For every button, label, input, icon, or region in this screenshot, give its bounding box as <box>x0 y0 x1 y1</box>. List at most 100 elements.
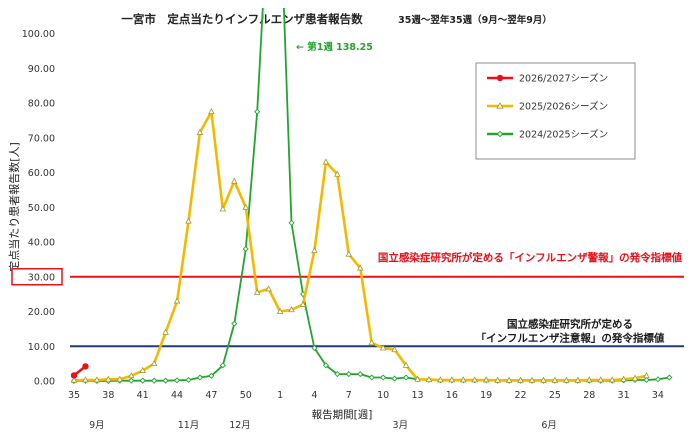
data-point <box>620 375 627 382</box>
x-tick-label: 7 <box>346 390 352 401</box>
y-tick-label: 90.00 <box>28 64 55 75</box>
data-point <box>437 376 444 383</box>
chart-subtitle: 35週〜翌年35週（9月〜翌年9月） <box>398 14 552 26</box>
data-point <box>311 344 318 352</box>
data-point <box>139 366 146 373</box>
legend-label: 2025/2026シーズン <box>519 101 608 113</box>
month-label: 11月 <box>178 420 200 431</box>
data-point <box>528 376 536 383</box>
data-point <box>70 372 78 379</box>
y-tick-label: 60.00 <box>28 168 55 179</box>
data-point <box>574 376 582 383</box>
x-tick-label: 1 <box>277 390 283 401</box>
peak-annotation: ← 第1週 138.25 <box>296 41 373 53</box>
data-point <box>219 362 226 369</box>
data-point <box>540 376 547 383</box>
x-tick-label: 44 <box>171 390 183 401</box>
x-tick-label: 31 <box>618 390 630 401</box>
data-point <box>82 376 89 383</box>
y-tick-label: 40.00 <box>28 238 55 249</box>
y-tick-label: 100.00 <box>22 29 55 40</box>
data-point <box>162 377 169 384</box>
data-point <box>597 376 604 383</box>
data-point <box>185 217 192 224</box>
data-point <box>425 375 433 383</box>
data-point <box>150 359 158 367</box>
legend: 2026/2027シーズン 2025/2026シーズン 2024/2025シーズン <box>475 62 636 160</box>
y-tick-label: 80.00 <box>28 99 55 110</box>
data-point <box>563 376 570 383</box>
data-point <box>196 128 204 135</box>
warning-value-label: 30.00 <box>28 272 55 283</box>
data-point <box>460 376 467 383</box>
data-point <box>334 170 341 177</box>
legend-swatch-marker <box>496 102 504 109</box>
chart-title: 一宮市 定点当たりインフルエンザ患者報告数 <box>121 12 363 26</box>
data-point <box>322 158 330 165</box>
data-point <box>151 377 158 384</box>
data-point <box>276 307 284 314</box>
data-point <box>551 376 559 383</box>
legend-label: 2024/2025シーズン <box>519 129 608 141</box>
data-point <box>505 376 513 383</box>
y-axis-tick-labels: 0.00 10.00 20.00 40.00 50.00 60.00 70.00 80.00 9… <box>22 29 55 388</box>
data-point <box>402 361 410 368</box>
warning-value-box <box>11 268 63 286</box>
data-point <box>288 306 295 313</box>
data-point <box>173 297 181 304</box>
data-point <box>391 375 398 382</box>
x-tick-label: 22 <box>515 390 527 401</box>
y-tick-label: 50.00 <box>28 203 55 214</box>
data-point <box>219 205 227 212</box>
data-point <box>517 376 524 383</box>
data-point <box>311 247 318 254</box>
data-point <box>254 108 261 115</box>
data-point <box>139 377 146 384</box>
data-point <box>322 362 329 369</box>
data-point <box>105 375 112 382</box>
data-point <box>345 250 353 257</box>
data-point <box>608 376 616 383</box>
legend-label: 2026/2027シーズン <box>519 73 608 85</box>
data-point <box>631 374 639 381</box>
y-tick-label: 70.00 <box>28 133 55 144</box>
x-tick-label: 13 <box>411 390 423 401</box>
data-point <box>643 372 650 379</box>
month-label: 3月 <box>393 420 409 431</box>
data-point <box>471 376 479 383</box>
y-tick-label: 0.00 <box>34 377 55 388</box>
data-point <box>82 363 89 370</box>
x-tick-label: 50 <box>240 390 252 401</box>
data-point <box>127 372 135 379</box>
legend-swatch-marker <box>496 74 504 82</box>
caution-threshold-label-line1: 国立感染症研究所が定める <box>507 317 633 330</box>
data-point <box>185 376 192 383</box>
caution-threshold-label-line2: 「インフルエンザ注意報」の発令指標値 <box>476 331 665 344</box>
x-tick-label: 38 <box>102 390 114 401</box>
data-point <box>357 371 364 378</box>
data-point <box>414 375 421 382</box>
data-point <box>253 288 261 295</box>
month-label: 9月 <box>89 420 105 431</box>
data-point <box>654 376 661 383</box>
data-point <box>231 320 238 327</box>
y-tick-label: 20.00 <box>28 307 55 318</box>
data-point <box>368 374 375 381</box>
data-point <box>403 374 410 381</box>
data-point <box>265 285 272 292</box>
data-point <box>448 376 456 383</box>
data-point <box>70 376 78 383</box>
data-point <box>368 339 375 346</box>
legend-swatch-marker <box>496 130 504 138</box>
data-point <box>116 375 124 382</box>
month-label: 6月 <box>541 420 557 431</box>
data-point <box>128 377 135 384</box>
data-point <box>356 264 364 271</box>
threshold-lines: 30.00 国立感染症研究所が定める「インフルエンザ警報」の発令指標値国立感染症研… <box>11 251 684 348</box>
data-point <box>93 376 101 383</box>
data-point <box>334 371 341 378</box>
data-point <box>666 374 673 381</box>
x-tick-label: 41 <box>137 390 149 401</box>
data-point <box>643 376 650 383</box>
